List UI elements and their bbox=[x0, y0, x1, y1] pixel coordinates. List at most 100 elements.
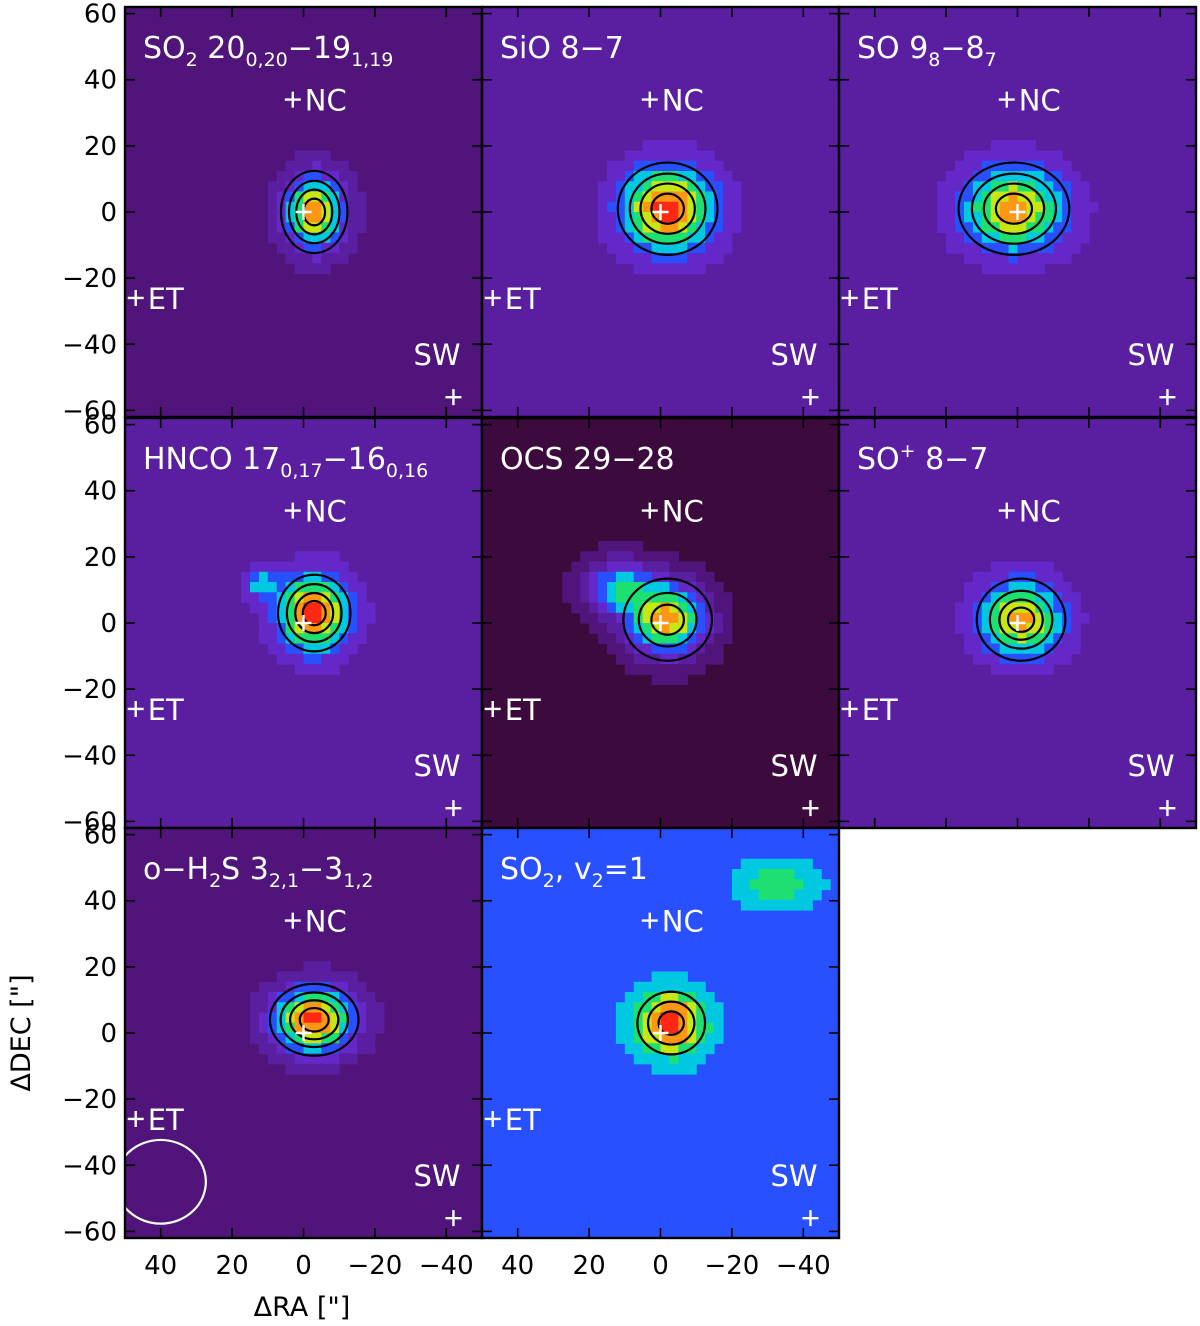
map-cell bbox=[999, 201, 1010, 213]
map-cell bbox=[776, 858, 787, 870]
plus-marker bbox=[652, 204, 669, 220]
map-cell bbox=[276, 643, 287, 655]
x-tick-label: 20 bbox=[573, 1251, 606, 1281]
map-cell bbox=[348, 222, 358, 234]
map-cell bbox=[249, 602, 260, 614]
map-cell bbox=[705, 653, 715, 665]
map-cell bbox=[714, 612, 724, 624]
map-cell bbox=[598, 602, 608, 614]
map-cell bbox=[642, 171, 653, 182]
map-cell bbox=[955, 160, 965, 172]
y-tick-label: 60 bbox=[84, 821, 117, 851]
map-cell bbox=[606, 643, 617, 655]
map-cell bbox=[981, 602, 992, 614]
map-cell bbox=[633, 201, 644, 213]
map-cell bbox=[249, 1033, 260, 1044]
map-cell bbox=[678, 623, 688, 634]
map-cell bbox=[642, 1002, 653, 1014]
map-cell bbox=[303, 551, 314, 563]
map-cell bbox=[990, 612, 1001, 624]
map-cell bbox=[267, 1053, 278, 1065]
map-cell bbox=[1062, 623, 1072, 634]
map-cell bbox=[722, 232, 733, 244]
map-cell bbox=[669, 1063, 679, 1075]
map-cell bbox=[267, 561, 278, 573]
map-cell bbox=[1062, 171, 1072, 182]
map-cell bbox=[1035, 582, 1045, 593]
source-marker-SW: SW bbox=[770, 749, 819, 817]
map-cell bbox=[714, 253, 724, 264]
map-cell bbox=[937, 212, 947, 223]
map-cell bbox=[321, 232, 331, 244]
map-cell bbox=[714, 653, 724, 665]
panel-so_plus: NC ET SW SO+​ 8−7 bbox=[837, 416, 1198, 830]
map-cell bbox=[624, 653, 635, 665]
map-cell bbox=[321, 181, 331, 193]
map-cell bbox=[312, 1043, 322, 1055]
map-cell bbox=[740, 889, 751, 901]
map-cell bbox=[580, 592, 590, 604]
map-cell bbox=[321, 1053, 331, 1065]
map-cell bbox=[714, 171, 724, 182]
map-cell bbox=[955, 623, 965, 634]
map-cell bbox=[348, 242, 358, 254]
map-cell bbox=[696, 992, 706, 1003]
map-cell bbox=[1026, 232, 1036, 244]
y-tick-label: 20 bbox=[84, 132, 117, 162]
map-cell bbox=[1017, 592, 1028, 604]
map-cell bbox=[339, 612, 349, 624]
map-cell bbox=[731, 222, 742, 234]
map-cell bbox=[1026, 571, 1036, 583]
y-axis-label: ΔDEC ["] bbox=[6, 974, 37, 1091]
map-cell bbox=[615, 253, 626, 264]
map-cell bbox=[696, 150, 706, 162]
y-tick-label: −40 bbox=[62, 1151, 117, 1181]
map-cell bbox=[660, 664, 671, 675]
map-cell bbox=[705, 1033, 715, 1044]
map-cell bbox=[687, 201, 697, 213]
map-cell bbox=[1026, 263, 1036, 275]
map-cell bbox=[963, 643, 974, 655]
map-cell bbox=[669, 674, 679, 686]
map-cell bbox=[687, 160, 697, 172]
map-cell bbox=[669, 1043, 679, 1055]
map-cell bbox=[981, 612, 992, 624]
map-cell bbox=[589, 571, 599, 583]
plus-marker bbox=[841, 700, 858, 717]
map-cell bbox=[321, 1043, 331, 1055]
map-cell bbox=[999, 653, 1010, 665]
map-cell bbox=[972, 653, 983, 665]
map-cell bbox=[972, 171, 983, 182]
panel-ticks bbox=[482, 418, 839, 828]
map-cell bbox=[696, 181, 706, 193]
map-cell bbox=[615, 653, 626, 665]
map-cell bbox=[660, 171, 671, 182]
map-cell bbox=[357, 1033, 367, 1044]
map-cell bbox=[276, 181, 287, 193]
map-cell bbox=[651, 242, 662, 254]
map-cell bbox=[642, 150, 653, 162]
map-cell bbox=[330, 612, 340, 624]
map-cell bbox=[357, 992, 367, 1003]
map-cell bbox=[330, 1002, 340, 1014]
map-cell bbox=[803, 899, 813, 911]
map-cell bbox=[785, 889, 795, 901]
map-cell bbox=[972, 633, 983, 645]
source-marker-ET: ET bbox=[127, 1103, 184, 1137]
map-cell bbox=[1062, 592, 1072, 604]
map-cell bbox=[963, 212, 974, 223]
map-cell bbox=[615, 571, 626, 583]
map-cell bbox=[660, 1043, 671, 1055]
map-cell bbox=[294, 150, 305, 162]
map-cell bbox=[321, 1033, 331, 1044]
map-cell bbox=[615, 242, 626, 254]
map-cell bbox=[669, 643, 679, 655]
map-cell bbox=[276, 582, 287, 593]
map-cell bbox=[642, 571, 653, 583]
map-cell bbox=[705, 242, 715, 254]
source-marker-ET: ET bbox=[127, 282, 184, 316]
axes-layer: ΔRA ["] ΔDEC ["] bbox=[6, 974, 350, 1323]
map-cell bbox=[705, 1002, 715, 1014]
plus-marker bbox=[127, 289, 144, 306]
map-cell bbox=[365, 612, 376, 624]
